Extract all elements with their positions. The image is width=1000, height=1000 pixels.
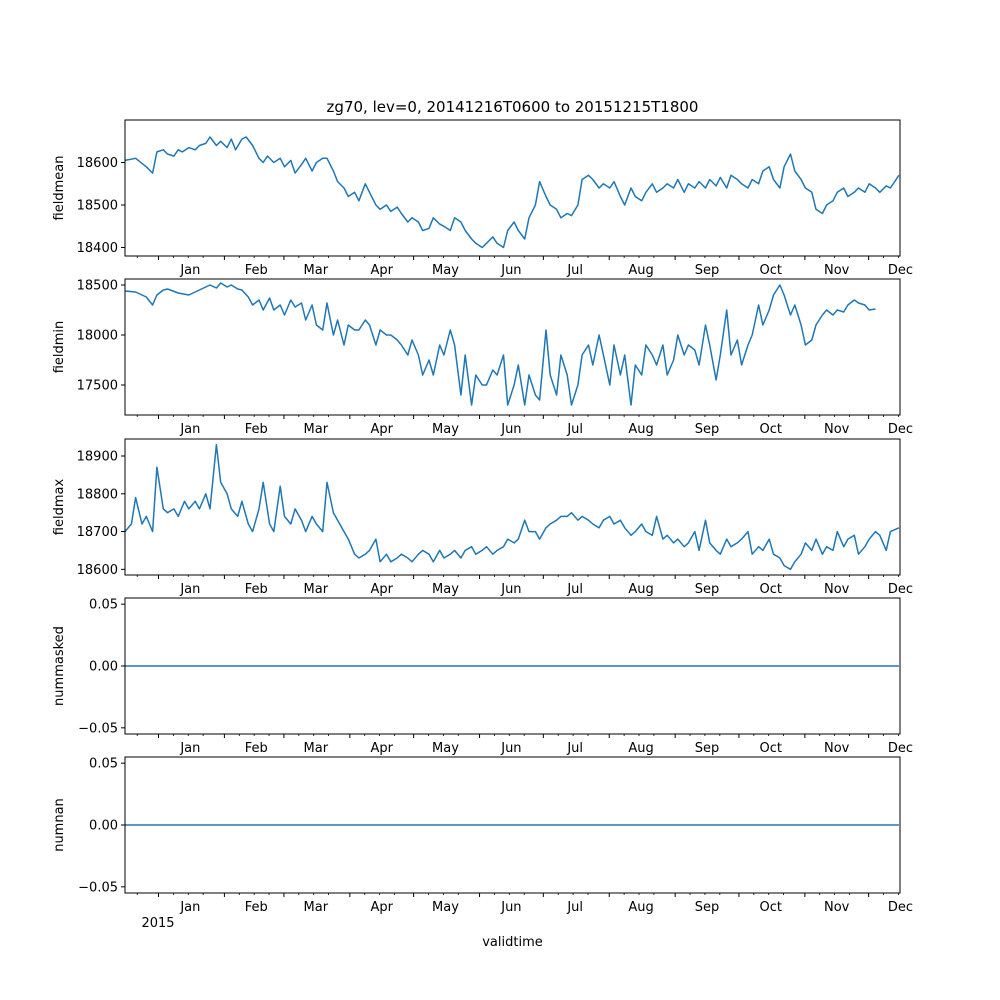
- x-tick-label: Oct: [760, 582, 782, 597]
- y-axis-label: numnan: [52, 798, 67, 852]
- x-tick-label: Jun: [500, 741, 521, 756]
- x-tick-label: Jun: [500, 263, 521, 278]
- x-tick-label: Nov: [824, 741, 850, 756]
- x-tick-label: Sep: [695, 582, 720, 597]
- x-tick-label: Sep: [695, 900, 720, 915]
- x-tick-label: Mar: [304, 900, 329, 915]
- x-tick-label: Dec: [888, 263, 913, 278]
- y-tick-label: 0.00: [89, 660, 118, 675]
- y-tick-label: 0.05: [89, 598, 118, 613]
- y-tick-label: 18700: [77, 525, 118, 540]
- x-tick-label: Apr: [370, 741, 393, 756]
- x-tick-label: Jul: [566, 741, 583, 756]
- y-tick-label: 18900: [77, 450, 118, 465]
- x-tick-label: Aug: [628, 900, 653, 915]
- subplot-nummasked: −0.05 0.00 0.05 nummasked Jan Feb Mar Apr May Jun…: [52, 597, 913, 756]
- x-tick-label: Oct: [760, 900, 782, 915]
- axes-frame: [124, 278, 901, 416]
- y-tick-label: 0.05: [89, 757, 118, 772]
- series-line-fieldmin: [124, 282, 876, 406]
- x-tick-label: Jun: [500, 900, 521, 915]
- x-tick-label: Oct: [760, 263, 782, 278]
- x-tick-label: Aug: [628, 422, 653, 437]
- x-tick-label: Jul: [566, 900, 583, 915]
- x-tick-label: Apr: [370, 263, 393, 278]
- x-tick-label: May: [432, 582, 459, 597]
- x-tick-label: Jun: [500, 582, 521, 597]
- x-tick-label: Feb: [245, 263, 268, 278]
- y-tick-label: 0.00: [89, 819, 118, 834]
- subplot-fieldmean: 18400 18500 18600 fieldmean Jan Feb Mar Apr May J…: [52, 119, 913, 278]
- y-tick-label: 18500: [77, 199, 118, 214]
- axes-frame: [124, 119, 901, 257]
- x-tick-label: Jan: [179, 422, 200, 437]
- x-tick-label: Jul: [566, 422, 583, 437]
- x-tick-label: Jan: [179, 741, 200, 756]
- x-tick-label: May: [432, 741, 459, 756]
- x-tick-label: Oct: [760, 422, 782, 437]
- x-tick-label: Nov: [824, 263, 850, 278]
- x-tick-label: Feb: [245, 582, 268, 597]
- x-tick-label: Apr: [370, 900, 393, 915]
- x-tick-label: Mar: [304, 741, 329, 756]
- x-tick-label: Jan: [179, 582, 200, 597]
- x-tick-label: Mar: [304, 263, 329, 278]
- y-tick-label: 18600: [77, 156, 118, 171]
- x-tick-label: Nov: [824, 900, 850, 915]
- subplot-fieldmin: 17500 18000 18500 fieldmin Jan Feb Mar Apr May Ju…: [52, 278, 913, 437]
- x-tick-label: Jan: [179, 263, 200, 278]
- x-tick-label: Sep: [695, 263, 720, 278]
- x-tick-label: Feb: [245, 741, 268, 756]
- subplots: 18400 18500 18600 fieldmean Jan Feb Mar Apr May J…: [52, 119, 913, 915]
- x-axis-label: validtime: [482, 935, 543, 950]
- y-tick-label: 18600: [77, 563, 118, 578]
- subplot-fieldmax: 18600 18700 18800 18900 fieldmax Jan Feb Mar Apr…: [52, 438, 913, 597]
- subplot-numnan: −0.05 0.00 0.05 numnan Jan Feb Mar Apr May Jun Jul…: [52, 756, 913, 915]
- x-tick-label: Jul: [566, 263, 583, 278]
- y-tick-label: 18000: [77, 329, 118, 344]
- year-tick-label: 2015: [141, 916, 174, 931]
- x-tick-label: Apr: [370, 422, 393, 437]
- x-tick-label: Aug: [628, 263, 653, 278]
- x-tick-label: Jul: [566, 582, 583, 597]
- y-tick-label: −0.05: [78, 880, 118, 895]
- y-tick-label: 18800: [77, 487, 118, 502]
- y-axis-label: fieldmean: [52, 156, 67, 221]
- x-tick-label: Sep: [695, 422, 720, 437]
- x-tick-label: Dec: [888, 582, 913, 597]
- series-line-fieldmax: [124, 443, 900, 571]
- y-axis-label: fieldmax: [52, 479, 67, 536]
- chart-title: zg70, lev=0, 20141216T0600 to 20151215T1…: [327, 98, 699, 116]
- x-tick-label: May: [432, 263, 459, 278]
- x-tick-label: Jan: [179, 900, 200, 915]
- x-tick-label: Nov: [824, 422, 850, 437]
- y-tick-label: 18500: [77, 279, 118, 294]
- series-line-fieldmean: [124, 136, 900, 249]
- x-tick-label: Feb: [245, 900, 268, 915]
- x-tick-label: Mar: [304, 422, 329, 437]
- y-tick-label: −0.05: [78, 721, 118, 736]
- x-tick-label: Dec: [888, 741, 913, 756]
- x-tick-label: May: [432, 900, 459, 915]
- x-tick-label: Aug: [628, 741, 653, 756]
- x-tick-label: Dec: [888, 900, 913, 915]
- axes-frame: [124, 438, 901, 576]
- x-tick-label: May: [432, 422, 459, 437]
- x-tick-label: Oct: [760, 741, 782, 756]
- x-tick-label: Aug: [628, 582, 653, 597]
- y-tick-label: 17500: [77, 379, 118, 394]
- y-axis-label: fieldmin: [52, 321, 67, 374]
- x-tick-label: Apr: [370, 582, 393, 597]
- x-tick-label: Feb: [245, 422, 268, 437]
- x-tick-label: Nov: [824, 582, 850, 597]
- x-tick-label: Sep: [695, 741, 720, 756]
- y-axis-label: nummasked: [52, 626, 67, 706]
- x-tick-label: Mar: [304, 582, 329, 597]
- x-tick-label: Dec: [888, 422, 913, 437]
- y-tick-label: 18400: [77, 241, 118, 256]
- x-tick-label: Jun: [500, 422, 521, 437]
